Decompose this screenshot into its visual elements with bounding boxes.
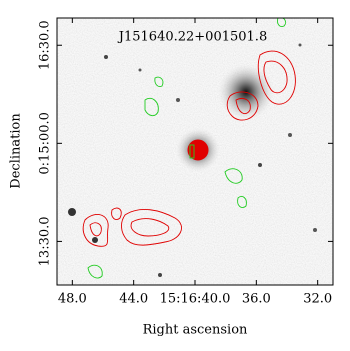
- y-tick-label: 16:30.0: [38, 20, 53, 70]
- chart-title: J151640.22+001501.8: [117, 30, 267, 45]
- x-tick-label: 44.0: [119, 292, 148, 307]
- sky-image: [57, 18, 333, 285]
- y-tick-label: 0:15:00.0: [38, 112, 53, 175]
- y-axis-label: Declination: [9, 113, 24, 189]
- x-tick-label: 36.0: [242, 292, 271, 307]
- x-axis-label: Right ascension: [143, 323, 248, 338]
- y-tick-label: 13:30.0: [38, 216, 53, 266]
- x-tick-label: 15:16:40.0: [160, 292, 231, 307]
- x-tick-label: 48.0: [58, 292, 87, 307]
- x-tick-label: 32.0: [303, 292, 332, 307]
